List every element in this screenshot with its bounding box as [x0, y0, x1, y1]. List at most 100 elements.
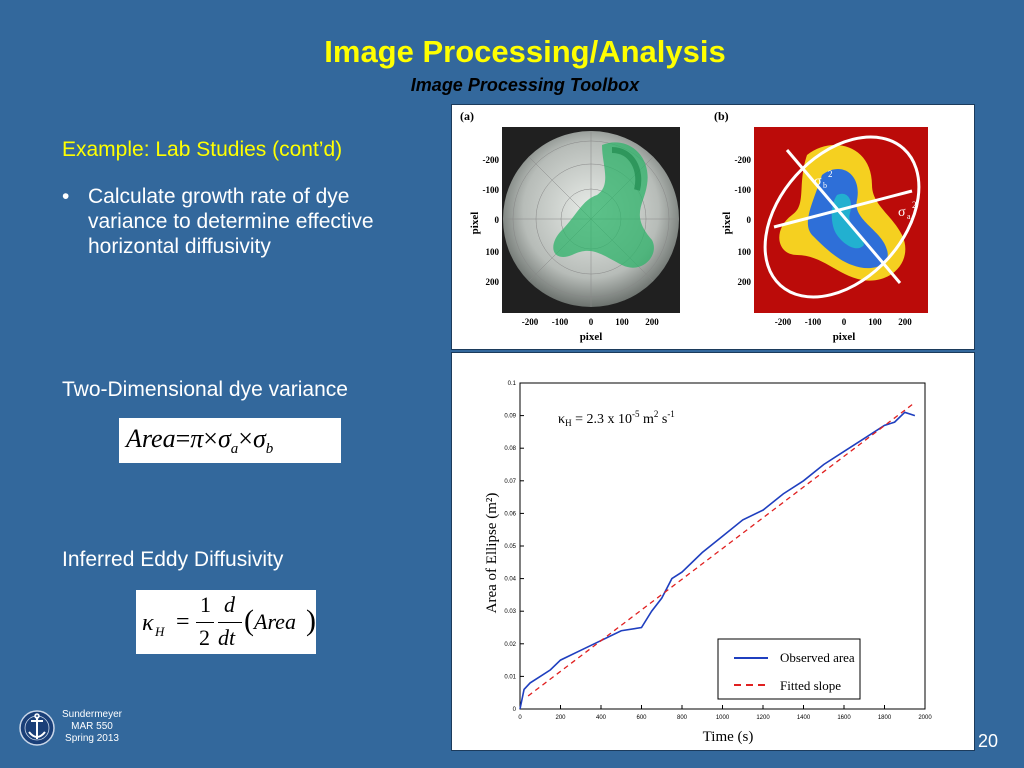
- footer-line1: Sundermeyer: [61, 709, 123, 720]
- slide-subtitle: Image Processing Toolbox: [410, 75, 640, 95]
- b-xtick-4: 200: [898, 317, 912, 327]
- annot-text1: = 2.3 x 10: [572, 412, 632, 427]
- a-xtick-0: -200: [522, 317, 539, 327]
- panel-b-major-axis: [785, 149, 902, 284]
- eq-paren-close: ): [306, 604, 316, 637]
- eq-sub-a: a: [230, 441, 239, 458]
- chart-series-group: [519, 402, 916, 710]
- x-tick-label: 200: [555, 715, 566, 721]
- dye-image-svg: (a) -200 -100 0 100 200 -200 -100 0 100 …: [460, 109, 928, 343]
- sigma-b-sub: b: [823, 181, 827, 190]
- eq-area-lhs: Area: [126, 424, 176, 453]
- y-tick-label: 0.02: [504, 642, 516, 648]
- x-tick-label: 1200: [756, 715, 770, 721]
- panel-a-label: (a): [460, 109, 474, 123]
- b-xtick-2: 0: [842, 317, 847, 327]
- chart-legend: Observed area Fitted slope: [717, 638, 861, 700]
- bullet-text: Calculate growth rate of dye variance to…: [88, 185, 374, 258]
- chart-ylabel: Area of Ellipse (m²): [484, 493, 500, 614]
- y-tick-label: 0.04: [504, 577, 516, 583]
- b-ytick-2: 0: [747, 215, 752, 225]
- panel-b-yticks: -200 -100 0 100 200: [735, 155, 752, 287]
- eq-times-2: ×: [238, 424, 253, 453]
- b-ytick-3: 100: [738, 247, 752, 257]
- annot-text2: m: [639, 412, 654, 427]
- a-ytick-4: 200: [486, 277, 500, 287]
- chart-xticks: 0 200 400 600 800 1000 1200 1400 1600 1800 2000: [518, 705, 932, 721]
- y-tick-label: 0.01: [504, 674, 516, 680]
- legend-label-fitted: Fitted slope: [780, 678, 841, 693]
- footer-line3: Spring 2013: [65, 733, 119, 744]
- eq-times-1: ×: [203, 424, 218, 453]
- annot-kappa: κ: [558, 412, 565, 427]
- chart-annotation: κH = 2.3 x 10-5 m2 s-1: [558, 409, 675, 428]
- a-ytick-3: 100: [486, 247, 500, 257]
- y-tick-label: 0.08: [504, 446, 516, 452]
- eq-kappa-equals: =: [176, 609, 190, 635]
- panel-a-dye-streak: [611, 147, 642, 191]
- annot-sub: H: [565, 418, 572, 428]
- x-tick-label: 600: [636, 715, 647, 721]
- b-xtick-0: -200: [775, 317, 792, 327]
- sigma-a: σ: [898, 205, 906, 220]
- eq-kappa-sub: H: [155, 624, 165, 639]
- y-tick-label: 0.05: [504, 544, 516, 550]
- a-ytick-0: -200: [483, 155, 500, 165]
- panel-b-xlabel: pixel: [833, 331, 856, 343]
- sigma-a-sup: 2: [912, 200, 917, 210]
- footer-credit: Sundermeyer MAR 550 Spring 2013: [52, 709, 132, 745]
- b-ytick-0: -200: [735, 155, 752, 165]
- a-ytick-2: 0: [495, 215, 500, 225]
- legend-label-observed: Observed area: [780, 650, 855, 665]
- chart-yticks: 0 0.01 0.02 0.03 0.04 0.05 0.06 0.07 0.08 0.09 0.1: [504, 381, 524, 713]
- eq-arg: Area: [254, 609, 296, 634]
- panel-a-yticks: -200 -100 0 100 200: [483, 155, 500, 287]
- panel-b-ellipse: [763, 135, 921, 299]
- series-observed-area: [519, 411, 916, 710]
- kappa-equation: κ H = 1 2 d dt ( Area ): [136, 590, 316, 654]
- eq-sigma-b: σ: [252, 424, 266, 453]
- y-tick-label: 0.07: [504, 479, 516, 485]
- x-tick-label: 400: [596, 715, 607, 721]
- section-diffusivity-heading: Inferred Eddy Diffusivity: [62, 548, 284, 571]
- sigma-a-sub: a: [907, 212, 911, 221]
- annot-text3: s: [658, 412, 667, 427]
- eq-sub-b: b: [265, 441, 274, 458]
- annot-exp3: -1: [667, 409, 675, 419]
- eq-deriv-num: d: [224, 592, 235, 617]
- panel-b-xticks: -200 -100 0 100 200: [775, 317, 913, 327]
- example-heading: Example: Lab Studies (cont’d): [62, 138, 343, 161]
- page-number: 20: [978, 731, 999, 751]
- section-variance-heading: Two-Dimensional dye variance: [62, 378, 348, 401]
- eq-frac-den: 2: [199, 625, 210, 650]
- x-tick-label: 0: [518, 715, 522, 721]
- panel-a-dye: [553, 142, 654, 268]
- a-xtick-3: 100: [615, 317, 629, 327]
- eq-paren-open: (: [244, 604, 254, 637]
- area-chart-figure: 0 0.01 0.02 0.03 0.04 0.05 0.06 0.07 0.08 0.09 0.1…: [451, 352, 975, 751]
- y-tick-label: 0.03: [504, 609, 516, 615]
- dye-image-figure: (a) -200 -100 0 100 200 -200 -100 0 100 …: [451, 104, 975, 350]
- panel-a-xlabel: pixel: [580, 331, 603, 343]
- eq-sigma-a: σ: [217, 424, 231, 453]
- annot-exp2: 2: [654, 409, 659, 419]
- b-ytick-4: 200: [738, 277, 752, 287]
- y-tick-label: 0.06: [504, 511, 516, 517]
- sigma-b: σ: [814, 174, 822, 189]
- y-tick-label: 0.1: [508, 381, 517, 387]
- y-tick-label: 0: [513, 707, 517, 713]
- eq-equals: =: [175, 424, 191, 453]
- b-xtick-3: 100: [868, 317, 882, 327]
- a-xtick-2: 0: [589, 317, 594, 327]
- y-tick-label: 0.09: [504, 414, 516, 420]
- x-tick-label: 1800: [878, 715, 892, 721]
- a-xtick-1: -100: [552, 317, 569, 327]
- a-xtick-4: 200: [645, 317, 659, 327]
- area-equation: Area=π×σa×σb: [119, 418, 341, 463]
- eq-kappa: κ: [142, 610, 154, 636]
- b-xtick-1: -100: [805, 317, 822, 327]
- footer-line2: MAR 550: [71, 721, 113, 732]
- chart-xlabel: Time (s): [703, 729, 754, 745]
- sigma-b-sup: 2: [828, 169, 833, 179]
- panel-b-minor-axis: [773, 189, 913, 229]
